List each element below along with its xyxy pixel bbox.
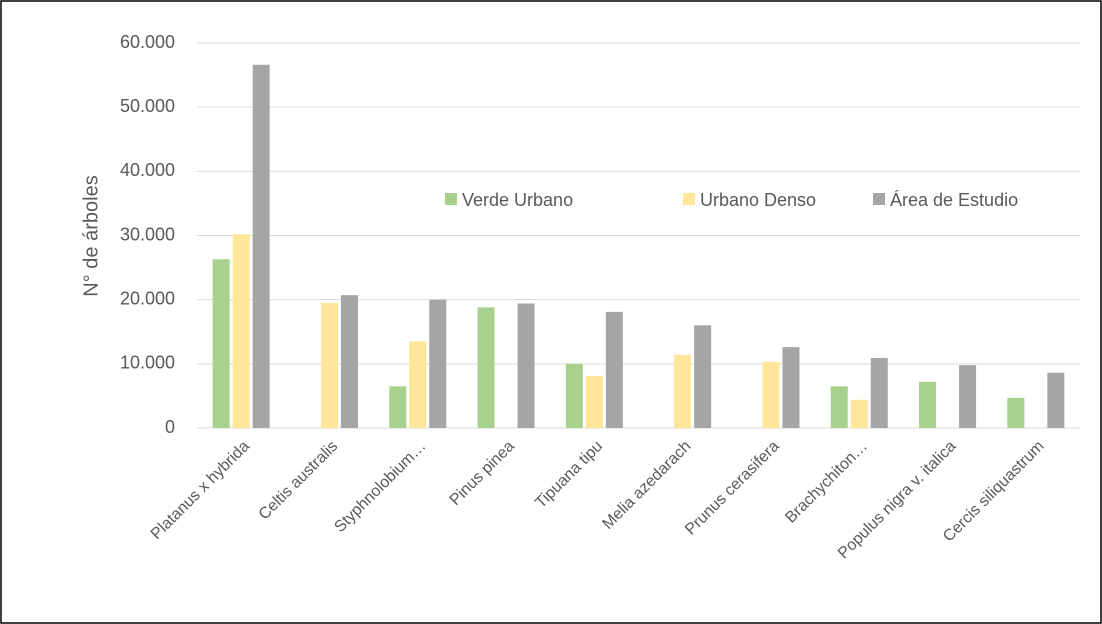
bar xyxy=(517,303,535,428)
legend-label: Urbano Denso xyxy=(700,190,816,210)
bar xyxy=(1047,372,1065,428)
y-tick-label: 30.000 xyxy=(120,224,175,244)
bar xyxy=(252,64,270,429)
bar xyxy=(674,354,692,428)
bar xyxy=(340,295,358,428)
bar xyxy=(870,358,888,428)
bar xyxy=(762,361,780,428)
bar xyxy=(1007,397,1025,428)
bar xyxy=(694,325,712,428)
bar xyxy=(389,386,407,428)
bar xyxy=(320,302,338,428)
legend-label: Verde Urbano xyxy=(462,190,573,210)
y-tick-label: 0 xyxy=(165,417,175,437)
bar xyxy=(919,381,937,428)
bar xyxy=(212,259,230,428)
y-tick-label: 60.000 xyxy=(120,32,175,52)
bar xyxy=(782,347,800,428)
bar xyxy=(959,365,977,428)
y-tick-label: 10.000 xyxy=(120,353,175,373)
bar xyxy=(565,363,583,428)
y-axis-label: N° de árboles xyxy=(80,175,102,296)
bar xyxy=(477,307,495,428)
bar xyxy=(409,341,427,428)
bar xyxy=(605,311,623,428)
y-tick-label: 20.000 xyxy=(120,288,175,308)
legend-label: Área de Estudio xyxy=(890,190,1018,210)
bar xyxy=(585,376,603,428)
y-tick-label: 50.000 xyxy=(120,96,175,116)
bar xyxy=(232,234,250,428)
bar xyxy=(429,299,447,428)
legend-swatch xyxy=(445,193,457,205)
bar xyxy=(850,399,868,428)
y-tick-label: 40.000 xyxy=(120,160,175,180)
legend-swatch xyxy=(873,193,885,205)
bar xyxy=(830,386,848,428)
legend-swatch xyxy=(683,193,695,205)
